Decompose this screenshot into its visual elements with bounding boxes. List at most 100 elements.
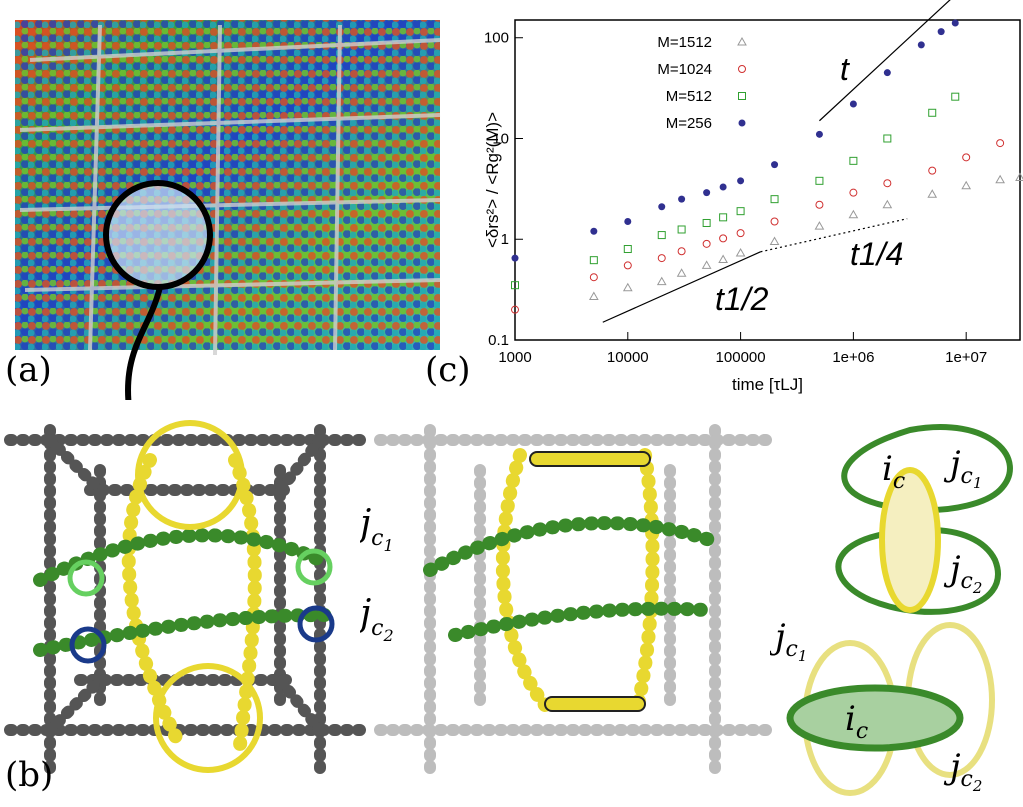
legend-marker xyxy=(738,65,746,73)
lattice-bead-rods xyxy=(4,424,366,776)
upper-green-ring xyxy=(841,424,1013,513)
data-point xyxy=(719,183,727,191)
lattice-loop-render xyxy=(4,420,366,776)
green-strand-lower xyxy=(448,601,712,642)
data-point xyxy=(737,177,745,185)
data-point xyxy=(849,188,858,197)
ic-label-top: ic xyxy=(882,449,905,494)
data-point xyxy=(701,260,712,269)
data-point xyxy=(678,195,686,203)
green-strand-upper xyxy=(423,516,717,577)
x-tick-label: 1e+07 xyxy=(945,349,987,366)
y-tick-label: 100 xyxy=(484,30,509,47)
legend-label: M=512 xyxy=(666,88,712,105)
ic-label-bottom: ic xyxy=(845,699,868,744)
data-point xyxy=(951,19,959,27)
left-blue-marker xyxy=(69,626,107,664)
data-point xyxy=(702,239,711,248)
data-point xyxy=(736,229,745,238)
legend-label: M=1024 xyxy=(657,61,712,78)
j-c2-label-right: jc2 xyxy=(943,549,982,597)
guide-line xyxy=(760,218,908,253)
data-point xyxy=(702,218,711,227)
data-point xyxy=(927,189,938,198)
data-point xyxy=(719,213,728,222)
threading-schematic: ic jc1 jc2 ic jc1 jc2 xyxy=(768,424,1013,796)
data-point xyxy=(815,176,824,185)
x-tick-label: 1e+06 xyxy=(832,349,874,366)
x-axis-label: time [τLJ] xyxy=(732,375,803,394)
j-c2-label-mid: jc2 xyxy=(360,593,394,645)
data-point xyxy=(735,248,746,257)
data-point xyxy=(1015,172,1023,182)
data-point xyxy=(589,256,598,265)
data-point xyxy=(962,153,971,162)
legend-marker xyxy=(737,36,747,46)
y-tick-label: 1 xyxy=(501,231,509,248)
data-point xyxy=(657,231,666,240)
data-point xyxy=(883,69,891,77)
j-c1-label-bottom: jc1 xyxy=(770,617,807,665)
top-yellow-circle xyxy=(135,420,245,530)
legend-marker xyxy=(738,119,746,127)
data-point xyxy=(848,209,859,219)
plot-frame xyxy=(514,19,1021,341)
magnifier-lens xyxy=(103,180,213,290)
data-point xyxy=(770,195,779,204)
translucent-lattice-render: jc1 jc2 xyxy=(353,424,776,776)
data-point xyxy=(511,281,519,290)
data-point xyxy=(849,156,858,165)
lower-green-ring xyxy=(835,527,1001,615)
left-green-marker xyxy=(67,559,105,597)
x-tick-label: 10000 xyxy=(607,349,649,366)
data-point xyxy=(657,254,666,263)
faded-lattice-rods xyxy=(374,424,776,776)
panel-a-label: (a) xyxy=(5,350,52,390)
data-point xyxy=(622,282,633,292)
data-point xyxy=(511,254,519,262)
data-point xyxy=(937,28,945,36)
data-point xyxy=(719,234,728,243)
data-point xyxy=(718,254,728,263)
data-point xyxy=(849,100,857,108)
data-point xyxy=(703,189,711,197)
guide-line xyxy=(602,251,761,323)
data-point xyxy=(589,273,598,282)
panel-c-label: (c) xyxy=(425,350,471,390)
data-point xyxy=(769,236,780,245)
bottom-yellow-circle xyxy=(153,663,263,773)
panel-a: (a) xyxy=(0,0,470,416)
data-point xyxy=(676,268,687,277)
msd-chart: 1000 10000 100000 1e+06 1e+07 0.1 1 10 100 time [… xyxy=(483,0,1023,394)
yellow-ring-ic xyxy=(879,467,941,613)
yellow-loop xyxy=(121,453,262,752)
right-green-marker xyxy=(295,548,333,586)
data-point xyxy=(996,139,1005,148)
right-blue-marker xyxy=(297,605,335,643)
data-point xyxy=(815,200,824,209)
y-tick-label: 0.1 xyxy=(488,332,509,349)
data-point xyxy=(511,305,519,314)
data-point xyxy=(658,203,666,211)
legend-label: M=1512 xyxy=(657,34,712,51)
panel-b-middle: jc1 jc2 xyxy=(353,400,780,803)
y-axis-label: <δrs²> / <Rg²(M)> xyxy=(483,112,502,248)
y-tick-label: 10 xyxy=(492,130,509,147)
yellow-loop-translucent xyxy=(495,448,660,712)
data-point xyxy=(588,291,599,301)
panel-b-label: (b) xyxy=(5,755,54,795)
j-c1-label-right: jc1 xyxy=(943,444,982,492)
data-point xyxy=(951,92,960,101)
polymer-melt-render xyxy=(15,20,441,416)
x-tick-label: 1000 xyxy=(498,349,531,366)
data-point xyxy=(623,245,632,254)
green-ring-ic xyxy=(786,684,964,752)
data-point xyxy=(590,227,598,235)
guide-label: t1/4 xyxy=(850,236,903,272)
data-point xyxy=(928,108,937,117)
data-point xyxy=(961,180,972,190)
data-point xyxy=(883,179,892,188)
data-point xyxy=(995,174,1005,184)
data-point xyxy=(656,276,667,286)
panel-b-left: (b) xyxy=(0,400,370,803)
